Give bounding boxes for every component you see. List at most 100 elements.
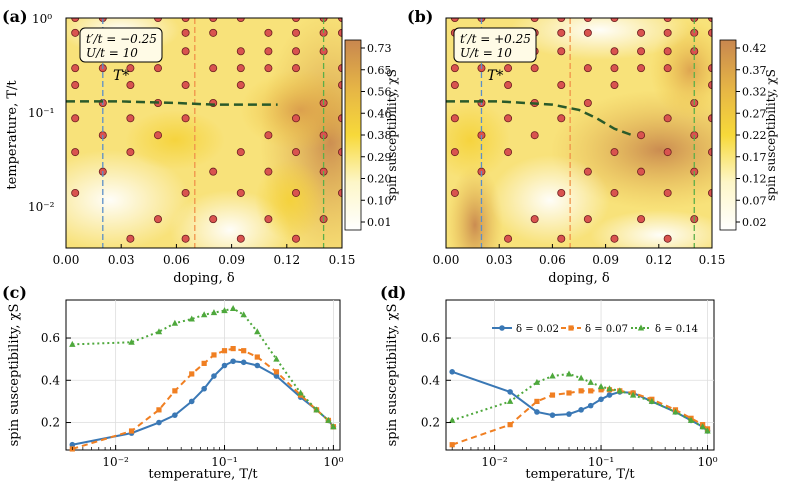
data-point-d-1-3 <box>549 392 556 398</box>
sample-point-b-2 <box>610 234 619 243</box>
sample-point-b-62 <box>637 28 646 37</box>
data-point-d-1-2 <box>534 398 540 405</box>
tstar-label-b: T* <box>487 68 503 84</box>
colorbar-tick-label-a-0: 0.01 <box>367 216 392 229</box>
data-point-d-2-3 <box>549 372 556 379</box>
sample-point-a-54 <box>264 47 273 56</box>
data-point-d-2-2 <box>533 378 541 385</box>
sample-point-b-66 <box>450 18 459 22</box>
series-line-d-1 <box>451 388 709 446</box>
data-point-d-2-4 <box>565 370 573 377</box>
colorbar-label-b: spin susceptibility, χS <box>764 69 778 201</box>
data-point-d-0-4 <box>566 411 572 417</box>
data-point-d-1-1 <box>507 422 513 428</box>
sample-point-b-17 <box>450 148 459 157</box>
sample-point-a-1 <box>181 234 190 243</box>
sample-point-b-65 <box>708 28 712 37</box>
tstar-curve-a <box>66 100 278 106</box>
sample-point-a-42 <box>126 64 135 73</box>
sample-point-b-5 <box>583 215 592 224</box>
data-point-c-2-5 <box>200 311 208 318</box>
sample-point-b-4 <box>530 215 539 224</box>
sample-point-b-54 <box>637 47 646 56</box>
y-tick-label-c-0: 0.2 <box>41 416 60 430</box>
y-axis-label-c: spin susceptibility, χS <box>7 304 22 447</box>
data-point-c-0-0 <box>69 441 76 448</box>
x-tick-label-b-5: 0.15 <box>699 253 726 267</box>
colorbar-ticks-b: 0.02 0.07 0.12 0.17 0.22 0.27 0.32 0.37 0.42 <box>736 42 767 229</box>
data-point-d-2-5 <box>577 374 585 381</box>
data-point-d-2-9 <box>616 387 623 394</box>
data-point-d-1-7 <box>598 387 604 393</box>
x-tick-label-b-2: 0.06 <box>539 253 566 267</box>
x-axis-label-c: temperature, T/t <box>148 467 258 482</box>
sample-point-a-26 <box>71 114 80 123</box>
data-point-c-1-1 <box>128 428 135 434</box>
y-tick-label-d-2: 0.6 <box>421 331 440 345</box>
colorbar-tick-label-a-2: 0.20 <box>367 173 392 186</box>
x-axis-label-a: doping, δ <box>173 271 235 286</box>
data-point-c-1-5 <box>201 360 207 366</box>
y-tick-a-2: 10⁰ <box>32 12 52 26</box>
data-point-d-1-6 <box>588 388 594 394</box>
y-axis-a: 10⁻² 10⁻¹ 10⁰ <box>28 12 55 214</box>
sample-point-b-39 <box>708 81 712 90</box>
sample-point-a-45 <box>236 64 245 73</box>
sample-point-b-10 <box>610 188 619 197</box>
data-point-d-2-15 <box>704 427 711 434</box>
data-point-d-0-8 <box>606 392 613 398</box>
data-point-c-0-9 <box>240 359 247 366</box>
plot-area-c <box>65 299 341 451</box>
x-tick-label-d-2: 10⁰ <box>697 455 717 469</box>
sample-point-b-28 <box>557 114 566 123</box>
x-tick-label-a-2: 0.06 <box>163 253 190 267</box>
sample-point-a-2 <box>236 234 245 243</box>
panel-d: (d) 10⁻² 10⁻¹ 10⁰ 0.2 0.4 0.6 spin susceptibi… <box>380 283 718 482</box>
panel-d-label: (d) <box>380 283 406 302</box>
sample-point-b-1 <box>557 234 566 243</box>
data-point-d-0-3 <box>549 412 556 418</box>
sample-point-b-8 <box>450 188 459 197</box>
panel-b-label: (b) <box>407 7 433 26</box>
sample-point-b-38 <box>610 81 619 90</box>
sample-point-b-42 <box>504 64 513 73</box>
sample-point-b-9 <box>557 188 566 197</box>
data-point-d-2-10 <box>629 391 637 398</box>
sample-point-a-61 <box>209 28 218 37</box>
sample-point-b-12 <box>708 188 712 197</box>
data-point-c-2-0 <box>69 340 76 347</box>
sample-point-a-60 <box>181 28 190 37</box>
data-point-c-2-12 <box>297 389 304 396</box>
sample-point-b-3 <box>663 234 672 243</box>
sample-point-a-28 <box>181 114 190 123</box>
colorbar-tick-label-a-8: 0.73 <box>367 42 392 55</box>
sample-point-b-30 <box>708 114 712 123</box>
x-tick-label-c-1: 10⁻¹ <box>211 455 237 469</box>
sample-point-b-70 <box>583 18 592 22</box>
x-tick-label-b-1: 0.03 <box>486 253 513 267</box>
x-tick-label-a-3: 0.09 <box>218 253 245 267</box>
series-d <box>448 369 711 448</box>
data-point-c-0-3 <box>172 412 178 418</box>
data-point-c-1-11 <box>273 369 280 375</box>
data-point-c-2-8 <box>229 304 237 311</box>
sample-point-b-29 <box>663 114 672 123</box>
colorbar-tick-label-a-6: 0.56 <box>367 86 392 99</box>
params-box-b <box>453 27 537 63</box>
sample-point-a-5 <box>209 215 218 224</box>
x-tick-label-b-4: 0.12 <box>645 253 672 267</box>
colorbar-tick-label-b-0: 0.02 <box>742 216 767 229</box>
colorbar-tick-label-b-6: 0.32 <box>742 86 767 99</box>
data-point-c-1-9 <box>241 348 247 354</box>
y-tick-label-c-1: 0.4 <box>41 373 60 387</box>
x-tick-label-c-2: 10⁰ <box>323 455 343 469</box>
sample-point-a-19 <box>236 148 245 157</box>
sample-point-a-6 <box>264 215 273 224</box>
colorbar-a <box>344 39 362 231</box>
params-box-a <box>79 27 163 63</box>
data-point-c-2-1 <box>128 338 135 345</box>
sample-point-b-71 <box>610 18 619 22</box>
series-line-c-1 <box>72 347 335 450</box>
panel-a: (a) 0.00 0.03 0.06 0.09 0.12 0.15 10⁻² 10⁻¹ 1… <box>2 7 399 286</box>
data-point-d-0-6 <box>587 402 594 409</box>
